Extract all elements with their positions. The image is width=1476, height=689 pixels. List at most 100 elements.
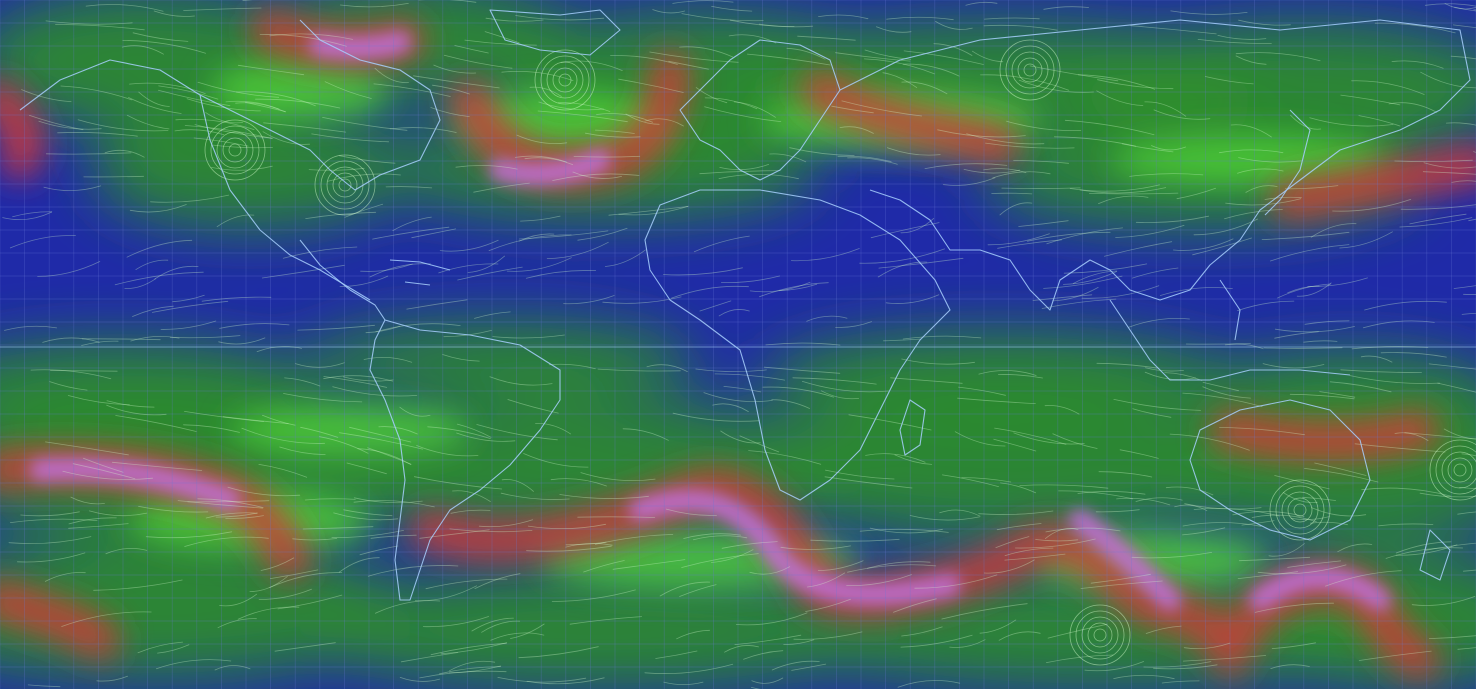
streamline xyxy=(1287,285,1320,294)
streamline xyxy=(837,155,892,162)
streamline xyxy=(38,120,102,130)
streamline xyxy=(1080,580,1163,589)
streamline xyxy=(506,257,572,272)
streamline xyxy=(1310,521,1348,526)
streamline xyxy=(972,50,1004,63)
streamline xyxy=(1032,294,1093,301)
streamline xyxy=(258,588,312,600)
streamline xyxy=(1013,160,1069,164)
streamline xyxy=(467,255,505,273)
streamline xyxy=(958,386,1006,396)
streamline xyxy=(681,13,764,22)
streamline xyxy=(1270,664,1310,669)
streamline xyxy=(1090,573,1151,584)
coastline-europe xyxy=(679,39,841,181)
cyclone-swirl xyxy=(222,137,248,163)
streamline xyxy=(751,687,761,689)
streamline xyxy=(1096,362,1159,369)
streamline xyxy=(1235,52,1321,62)
streamline xyxy=(425,578,508,590)
cyclone-swirl xyxy=(558,73,572,87)
wind-field-region xyxy=(300,570,900,689)
streamline xyxy=(258,464,308,478)
streamline xyxy=(346,462,387,475)
streamline xyxy=(67,395,130,406)
streamline xyxy=(817,560,864,571)
streamline xyxy=(1224,209,1283,220)
streamline xyxy=(112,461,203,471)
streamline xyxy=(1454,6,1476,12)
streamline xyxy=(1443,428,1476,440)
streamline xyxy=(699,300,732,312)
streamline xyxy=(1395,541,1452,554)
streamline xyxy=(537,110,628,123)
streamline xyxy=(344,203,383,218)
streamline xyxy=(1339,231,1393,249)
streamline xyxy=(595,129,635,134)
jet-stream-core-band xyxy=(1249,566,1391,611)
streamline xyxy=(205,512,258,519)
cyclone-swirl xyxy=(228,143,242,157)
jet-stream-band xyxy=(0,580,120,660)
streamline xyxy=(184,125,273,139)
streamline xyxy=(847,564,937,573)
streamline xyxy=(214,665,251,671)
streamline xyxy=(901,81,948,95)
streamline xyxy=(995,536,1030,548)
streamline xyxy=(236,91,316,107)
streamline xyxy=(367,447,412,465)
streamline xyxy=(1131,552,1212,559)
streamline xyxy=(520,215,561,222)
streamline xyxy=(807,572,846,588)
streamline xyxy=(10,518,98,523)
streamline xyxy=(1360,355,1393,363)
streamline xyxy=(138,91,170,107)
streamline xyxy=(602,296,682,304)
streamline xyxy=(655,650,698,659)
streamline xyxy=(864,58,935,75)
streamline xyxy=(473,182,530,193)
streamline xyxy=(518,646,599,659)
streamline xyxy=(49,381,88,391)
streamline xyxy=(339,155,396,164)
streamline xyxy=(549,363,596,370)
streamline xyxy=(749,566,791,575)
streamline xyxy=(820,390,860,400)
streamline xyxy=(45,152,132,155)
streamline xyxy=(780,545,851,550)
streamline xyxy=(201,296,272,302)
streamline xyxy=(433,64,477,74)
streamline xyxy=(193,137,249,147)
streamline xyxy=(1461,453,1476,457)
streamline xyxy=(415,585,477,602)
streamline xyxy=(937,129,1026,138)
streamline xyxy=(205,112,243,124)
streamline xyxy=(966,133,1045,145)
streamline xyxy=(1104,241,1173,257)
streamline xyxy=(357,448,412,465)
streamline xyxy=(1063,271,1117,285)
streamline xyxy=(359,545,399,556)
streamline xyxy=(263,122,347,133)
streamline xyxy=(1161,680,1200,684)
streamline xyxy=(734,634,802,645)
cyclone-swirl xyxy=(1011,51,1049,89)
streamline xyxy=(1095,509,1140,513)
streamline xyxy=(158,89,231,107)
streamline xyxy=(876,26,912,33)
streamline xyxy=(1340,369,1422,373)
streamline xyxy=(353,497,423,504)
streamline xyxy=(1052,433,1098,449)
streamline xyxy=(237,64,305,76)
streamline xyxy=(1185,343,1251,345)
streamline xyxy=(1204,76,1254,85)
streamline xyxy=(237,606,300,620)
streamline xyxy=(1132,408,1172,418)
streamline xyxy=(859,528,949,533)
streamline xyxy=(126,239,193,258)
streamline xyxy=(703,392,773,402)
jet-stream-band xyxy=(1210,410,1440,462)
